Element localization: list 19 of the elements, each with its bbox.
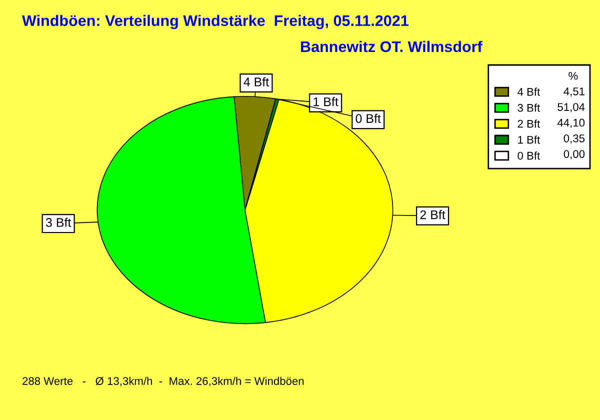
chart-title: Windböen: Verteilung Windstärke Freitag, 05.11.2021 xyxy=(22,14,408,30)
legend-label: 2 Bft xyxy=(518,120,540,128)
slice-label: 2 Bft xyxy=(420,210,446,220)
text: 0,00 xyxy=(564,150,585,160)
legend-label: 4 Bft xyxy=(518,88,540,96)
data-label: 4,51 xyxy=(564,88,584,97)
legend-title: % xyxy=(568,72,578,80)
slice-label: 1 Bft xyxy=(314,97,338,106)
data-label: 51,04 xyxy=(558,103,585,112)
legend-label: 3 Bft xyxy=(518,104,540,112)
slice-label: 4 Bft xyxy=(244,77,269,86)
data-label: 0,35 xyxy=(564,134,585,144)
legend-label: 0 Bft xyxy=(518,152,540,160)
data-label: 44,10 xyxy=(557,118,585,128)
chart-subtitle: Bannewitz OT. Wilmsdorf xyxy=(301,40,482,52)
slice-label: 3 Bft xyxy=(46,218,72,227)
legend-label: 1 Bft xyxy=(518,136,540,144)
category-label: 0 Bft xyxy=(356,114,381,123)
text: 288 Werte - Ø 13,3km/h - Max. 26,3km/h = Windböen xyxy=(22,376,304,386)
